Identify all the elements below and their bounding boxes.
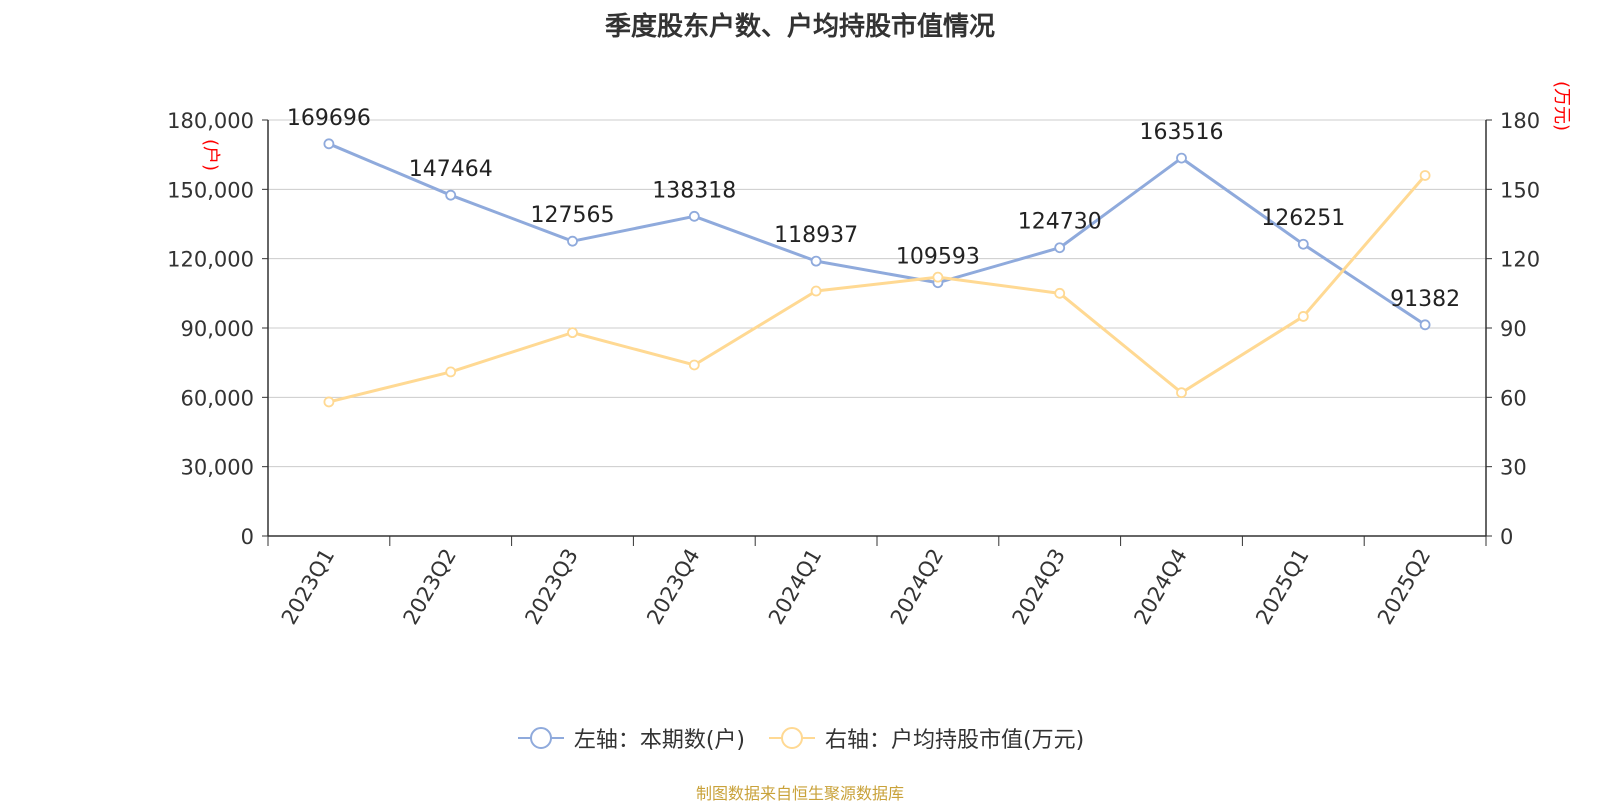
chart-title: 季度股东户数、户均持股市值情况 xyxy=(604,12,995,42)
right-axis-tick-label: 0 xyxy=(1500,525,1513,549)
left-axis-tick-label: 150,000 xyxy=(167,178,254,202)
right-series-point xyxy=(1176,387,1187,399)
left-axis-tick-label: 90,000 xyxy=(181,317,254,341)
right-series-point xyxy=(1297,311,1309,322)
left-axis-tick-label: 60,000 xyxy=(181,386,254,410)
left-series-line xyxy=(328,142,1426,327)
left-series-point xyxy=(445,189,457,201)
right-series-point xyxy=(1419,170,1431,181)
legend-item-left[interactable]: 左轴：本期数(户) xyxy=(516,722,745,754)
right-series-point xyxy=(323,396,335,408)
data-label: 109593 xyxy=(896,245,980,270)
legend-left-marker-icon xyxy=(517,727,564,749)
left-series-point xyxy=(688,210,700,222)
right-series-point xyxy=(810,285,822,297)
right-series-point xyxy=(567,327,578,339)
x-axis-category-label: 2024Q1 xyxy=(764,545,826,629)
legend-right-label: 右轴：户均持股市值(万元) xyxy=(825,728,1085,753)
right-series-point xyxy=(688,359,700,371)
left-series-point xyxy=(1176,152,1187,164)
data-label: 126251 xyxy=(1261,206,1345,231)
right-series-point xyxy=(1054,287,1066,299)
left-series-point xyxy=(1297,238,1309,250)
series-lines xyxy=(323,138,1431,408)
x-axis-category-label: 2023Q2 xyxy=(399,545,461,629)
data-label: 169696 xyxy=(287,106,371,131)
legend-item-right[interactable]: 右轴：户均持股市值(万元) xyxy=(767,722,1084,754)
data-label: 147464 xyxy=(409,157,493,182)
data-label: 127565 xyxy=(531,203,615,228)
right-axis-tick-label: 60 xyxy=(1500,386,1527,410)
x-axis-category-label: 2025Q1 xyxy=(1251,545,1313,629)
data-label: 138318 xyxy=(652,178,736,203)
x-axis-category-label: 2025Q2 xyxy=(1373,545,1435,629)
data-labels: 169696 147464 127565 138318 118937 109593 1247… xyxy=(287,106,1460,312)
data-label: 124730 xyxy=(1018,210,1102,235)
left-axis-tick-label: 0 xyxy=(241,525,254,549)
right-series-point xyxy=(932,271,944,283)
right-series-point xyxy=(445,366,457,378)
x-axis-category-label: 2024Q2 xyxy=(886,545,948,629)
x-axis-category-label: 2024Q4 xyxy=(1129,545,1191,629)
left-series-point xyxy=(567,235,578,247)
left-axis-unit: (户) xyxy=(200,139,221,171)
data-label: 118937 xyxy=(774,223,858,248)
right-axis-tick-label: 120 xyxy=(1500,248,1540,272)
left-axis-tick-label: 120,000 xyxy=(167,248,254,272)
left-series-point xyxy=(323,138,335,150)
legend-right-marker-icon xyxy=(769,727,815,749)
grid-lines xyxy=(268,119,1486,537)
right-axis-tick-label: 90 xyxy=(1500,317,1527,341)
left-series-point xyxy=(1054,242,1066,254)
legend: 左轴：本期数(户) 右轴：户均持股市值(万元) xyxy=(0,722,1600,754)
legend-left-label: 左轴：本期数(户) xyxy=(573,728,745,753)
data-label: 91382 xyxy=(1390,287,1460,312)
x-axis-category-label: 2023Q4 xyxy=(642,545,704,629)
left-series-point xyxy=(1419,319,1431,331)
right-series-line xyxy=(328,174,1427,404)
left-axis-tick-label: 30,000 xyxy=(181,456,254,480)
source-note: 制图数据来自恒生聚源数据库 xyxy=(695,784,904,803)
right-axis-tick-label: 150 xyxy=(1500,178,1540,202)
x-axis-category-label: 2023Q3 xyxy=(520,545,582,629)
right-axis-tick-label: 30 xyxy=(1500,456,1527,480)
left-series-point xyxy=(810,255,822,267)
data-label: 163516 xyxy=(1140,120,1224,145)
left-axis-tick-label: 180,000 xyxy=(167,109,254,133)
x-axis-category-label: 2024Q3 xyxy=(1008,545,1070,629)
right-axis-tick-label: 180 xyxy=(1500,109,1540,133)
right-axis-unit: (万元) xyxy=(1551,81,1572,131)
x-axis-category-label: 2023Q1 xyxy=(277,545,339,629)
